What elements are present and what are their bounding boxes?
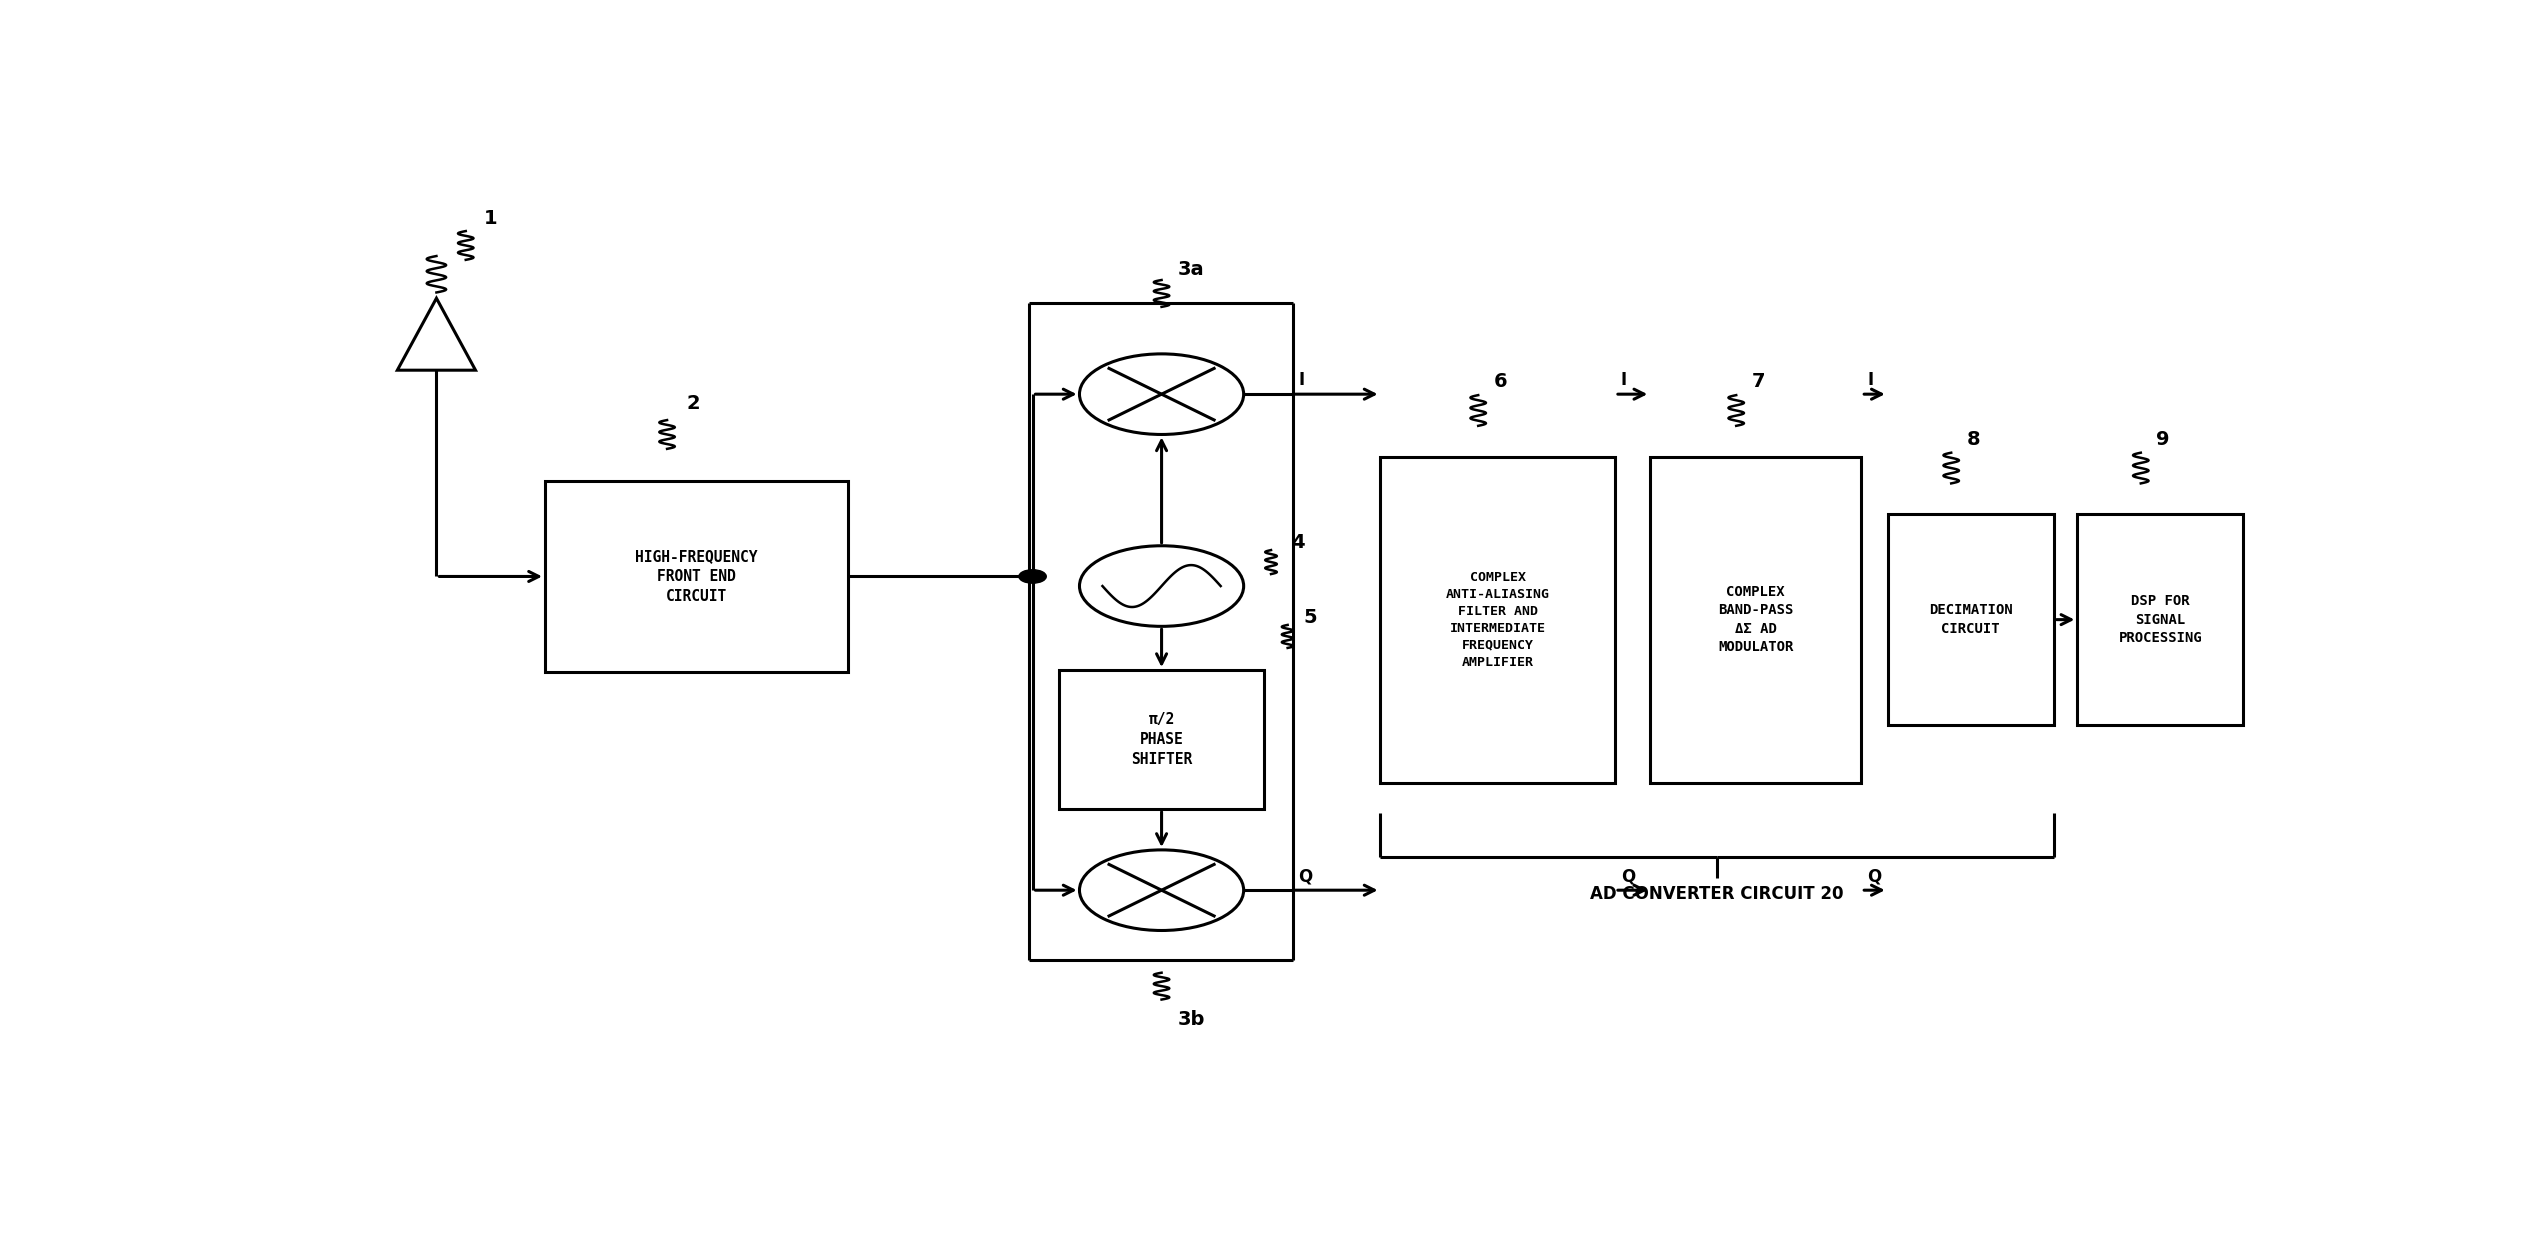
- FancyBboxPatch shape: [1380, 456, 1614, 782]
- Text: Q: Q: [1299, 867, 1311, 886]
- Circle shape: [1019, 569, 1047, 583]
- FancyBboxPatch shape: [2078, 515, 2245, 725]
- Text: 8: 8: [1967, 430, 1980, 449]
- FancyBboxPatch shape: [545, 481, 847, 673]
- Text: HIGH-FREQUENCY
FRONT END
CIRCUIT: HIGH-FREQUENCY FRONT END CIRCUIT: [636, 549, 757, 604]
- Text: COMPLEX
BAND-PASS
ΔΣ AD
MODULATOR: COMPLEX BAND-PASS ΔΣ AD MODULATOR: [1717, 586, 1793, 654]
- Text: COMPLEX
ANTI-ALIASING
FILTER AND
INTERMEDIATE
FREQUENCY
AMPLIFIER: COMPLEX ANTI-ALIASING FILTER AND INTERME…: [1445, 571, 1549, 669]
- Text: 2: 2: [686, 395, 701, 414]
- FancyBboxPatch shape: [1059, 670, 1264, 809]
- Text: Q: Q: [1622, 867, 1634, 886]
- Text: 3b: 3b: [1178, 1011, 1206, 1029]
- Text: DSP FOR
SIGNAL
PROCESSING: DSP FOR SIGNAL PROCESSING: [2118, 594, 2202, 645]
- Text: 4: 4: [1291, 533, 1304, 552]
- FancyBboxPatch shape: [1649, 456, 1861, 782]
- Text: DECIMATION
CIRCUIT: DECIMATION CIRCUIT: [1929, 603, 2013, 635]
- Text: 3a: 3a: [1178, 260, 1203, 279]
- Text: 5: 5: [1304, 608, 1316, 627]
- Text: I: I: [1866, 371, 1874, 389]
- Text: I: I: [1299, 371, 1304, 389]
- Text: 6: 6: [1493, 373, 1508, 391]
- Text: π/2
PHASE
SHIFTER: π/2 PHASE SHIFTER: [1130, 713, 1193, 766]
- Text: I: I: [1622, 371, 1627, 389]
- Text: 9: 9: [2156, 430, 2169, 449]
- Text: Q: Q: [1866, 867, 1881, 886]
- Text: 7: 7: [1753, 373, 1765, 391]
- Text: AD CONVERTER CIRCUIT 20: AD CONVERTER CIRCUIT 20: [1591, 886, 1844, 903]
- FancyBboxPatch shape: [1886, 515, 2053, 725]
- Text: 1: 1: [484, 209, 497, 228]
